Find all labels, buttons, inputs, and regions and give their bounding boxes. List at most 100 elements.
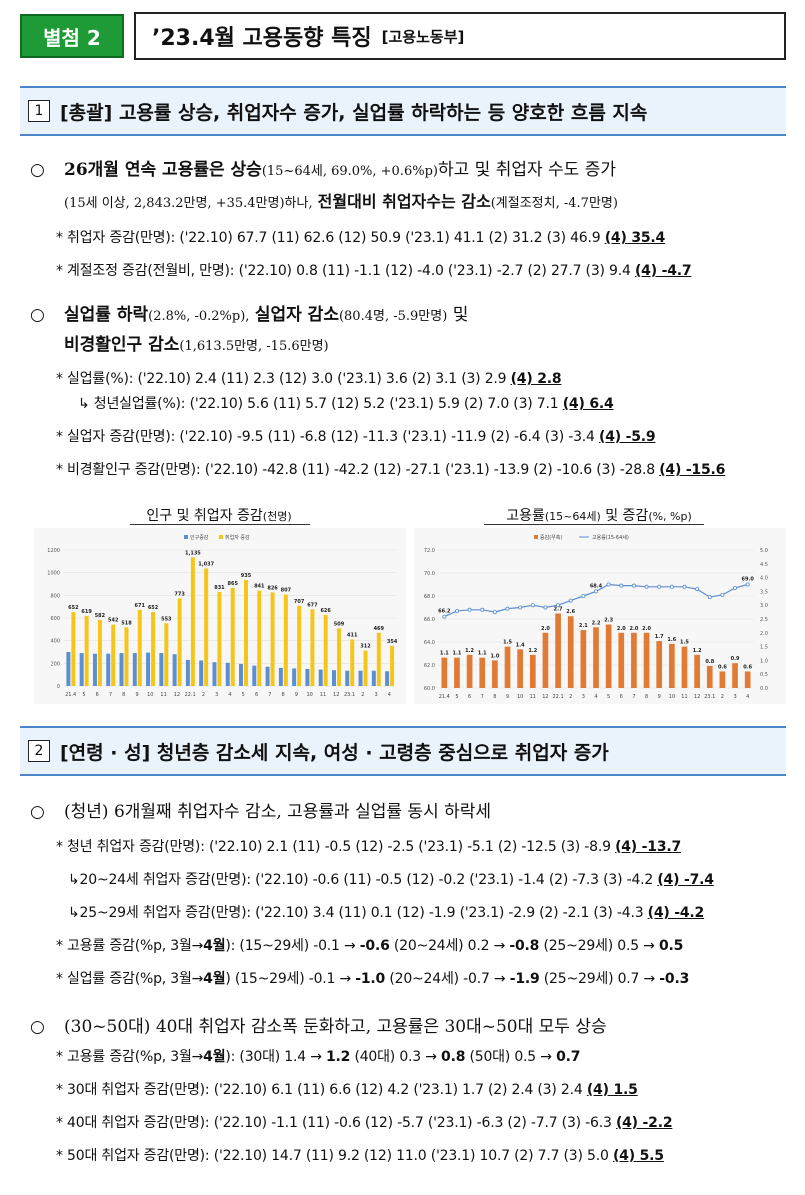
legend-label: 증감(우축) (540, 534, 562, 541)
x-tick-label: 9 (135, 692, 138, 698)
bar-population (92, 653, 97, 686)
bar-employed (97, 620, 102, 686)
data-label: 1.7 (655, 634, 664, 640)
stat-youth-unemployment-rate: ↳ 청년실업률(%): ('22.10) 5.6 (11) 5.7 (12) 5… (78, 393, 614, 413)
bar-population (371, 670, 376, 686)
bar-employed (164, 623, 169, 686)
text: * 고용률 증감(%p, 3월→ (56, 1049, 204, 1065)
text: * 40대 취업자 증감(만명): ('22.10) -1.1 (11) -0.… (56, 1115, 616, 1131)
y-right-tick-label: 2.0 (760, 631, 768, 637)
latest-value: (4) -2.2 (615, 1115, 673, 1131)
line-point (530, 603, 535, 608)
text: * 50대 취업자 증감(만명): ('22.10) 14.7 (11) 9.2… (56, 1148, 613, 1164)
y-right-tick-label: 5.0 (760, 548, 768, 554)
bar-employed (204, 568, 209, 686)
y-right-tick-label: 1.0 (760, 658, 768, 664)
x-tick-label: 2 (202, 692, 205, 698)
data-label: 1,135 (185, 550, 201, 556)
text: (50대) 0.5 → (465, 1049, 557, 1065)
text: * 취업자 증감(만명): ('22.10) 67.7 (11) 62.6 (1… (56, 230, 605, 246)
text: (1,613.5만명, -15.6만명) (179, 339, 329, 354)
data-label: 0.6 (718, 664, 727, 670)
bar-population (385, 671, 390, 686)
text: (20~24세) -0.7 → (385, 971, 510, 987)
bar-population (345, 670, 350, 686)
data-label: 0.9 (731, 656, 740, 662)
stat-age-20-24: ↳20~24세 취업자 증감(만명): ('22.10) -0.6 (11) -… (68, 869, 714, 889)
bar-change (441, 657, 448, 688)
page-source: [고용노동부] (381, 27, 465, 46)
bar-employed (257, 590, 262, 686)
data-label: 1.2 (528, 648, 537, 654)
latest-value: (4) 6.4 (562, 396, 614, 412)
line-label: 69.0 (742, 577, 755, 583)
bar-population (159, 653, 164, 686)
data-label: 831 (214, 585, 225, 591)
bullet-unemployment-line2: 비경활인구 감소(1,613.5만명, -15.6만명) (64, 330, 329, 355)
bar-change (542, 632, 549, 688)
data-label: 807 (281, 588, 292, 594)
text: (15~64세) (544, 510, 601, 523)
text: 1.2 (326, 1049, 351, 1065)
page-title: ’23.4월 고용동향 특징 (152, 26, 372, 51)
bar-change (656, 641, 663, 688)
bar-change (631, 632, 637, 688)
bar-employed (84, 615, 89, 686)
x-tick-label: 2 (361, 692, 364, 698)
line-point (644, 584, 649, 589)
bar-employed (310, 609, 315, 686)
line-point (657, 584, 662, 589)
text: * 실업률(%): ('22.10) 2.4 (11) 2.3 (12) 3.0… (56, 371, 511, 387)
line-point (631, 583, 636, 588)
line-point (505, 606, 510, 611)
line-point (581, 594, 586, 599)
stat-30s-employed: * 30대 취업자 증감(만명): ('22.10) 6.1 (11) 6.6 … (56, 1079, 638, 1099)
latest-value: (4) 5.5 (612, 1148, 664, 1164)
section-1-header: 1 [총괄] 고용률 상승, 취업자수 증가, 실업률 하락하는 등 양호한 흐… (20, 86, 786, 136)
bar-population (239, 663, 244, 686)
text: 비경활인구 감소 (64, 335, 180, 355)
bar-employed (244, 580, 248, 686)
line-point (745, 582, 750, 587)
bullet-employment-rate: ○ 26개월 연속 고용률은 상승(15~64세, 69.0%, +0.6%p)하… (30, 155, 616, 180)
text: 0.5 (658, 938, 684, 954)
x-tick-label: 5 (607, 694, 610, 700)
y-right-tick-label: 0.5 (760, 672, 768, 678)
data-label: 1.2 (465, 648, 474, 654)
stat-youth-unemployment-change: * 실업률 증감(%p, 3월→4월) (15~29세) -0.1 → -1.0… (56, 968, 689, 988)
bar-change (517, 649, 524, 688)
bullet-marker: ○ (30, 1017, 45, 1037)
latest-value: (4) -13.7 (615, 839, 682, 855)
data-label: 773 (174, 591, 185, 597)
bar-employed (217, 591, 222, 686)
x-tick-label: 8 (645, 694, 648, 700)
x-tick-label: 22.1 (185, 692, 196, 698)
bar-employed (323, 615, 328, 686)
data-label: 1.1 (453, 651, 462, 657)
bar-employed (230, 587, 235, 686)
line-point (518, 605, 523, 610)
x-tick-label: 5 (242, 692, 245, 698)
x-tick-label: 7 (268, 692, 271, 698)
bar-employed (137, 609, 142, 686)
text: (천명) (262, 510, 292, 523)
x-tick-label: 6 (468, 694, 471, 700)
bar-change (580, 630, 587, 688)
chart1-population-employment: 02004006008001000120065221.4619558265427… (34, 528, 406, 704)
bar-population (79, 653, 84, 686)
data-label: 865 (228, 581, 239, 587)
legend-swatch (534, 535, 538, 539)
bar-change (567, 616, 574, 688)
section-number: 2 (28, 740, 50, 762)
data-label: 582 (95, 613, 106, 619)
text: 실업률 하락 (64, 305, 149, 325)
stat-unemployed-change: * 실업자 증감(만명): ('22.10) -9.5 (11) -6.8 (1… (56, 426, 656, 446)
legend-label: 인구증감 (190, 534, 209, 541)
data-label: 1.2 (693, 648, 702, 654)
x-tick-label: 22.1 (553, 694, 564, 700)
y-left-tick-label: 64.0 (424, 640, 435, 646)
x-tick-label: 9 (295, 692, 298, 698)
text: (청년) 6개월째 취업자수 감소, 고용률과 실업률 동시 하락세 (64, 802, 492, 822)
line-point (707, 595, 712, 600)
bar-population (66, 652, 71, 686)
